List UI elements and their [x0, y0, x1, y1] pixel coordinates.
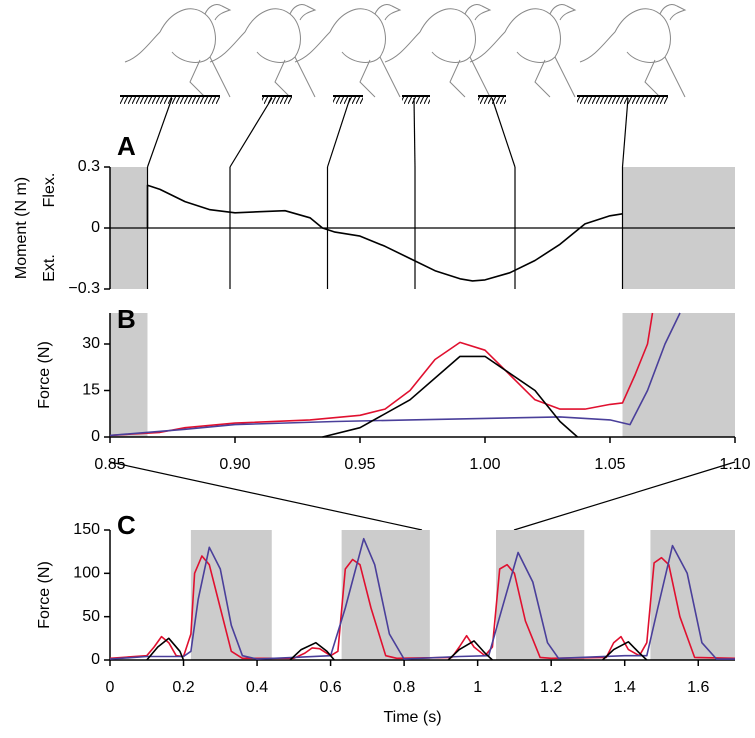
zoom-connector: [109, 461, 423, 531]
data-line: [146, 637, 648, 661]
y-axis-label: Moment (N m): [13, 177, 30, 279]
annotation: Ext.: [41, 254, 58, 282]
y-tick-label: 0: [91, 428, 100, 445]
kangaroo: [294, 4, 401, 98]
data-line: [146, 184, 623, 282]
shaded-region: [110, 313, 148, 437]
y-axis-label: Force (N): [36, 341, 53, 409]
x-axis-label: Time (s): [383, 709, 441, 726]
kangaroo: [469, 4, 576, 98]
y-tick-label: 30: [82, 335, 100, 352]
data-line: [322, 355, 579, 438]
y-tick-label: 100: [73, 565, 100, 582]
y-axis-label: Force (N): [36, 561, 53, 629]
event-connector: [326, 97, 351, 168]
event-connector: [413, 97, 416, 168]
kangaroo: [209, 4, 316, 98]
y-tick-label: 0.3: [78, 158, 100, 175]
panel-letter: A: [117, 131, 136, 161]
x-tick-label: 1.10: [719, 456, 750, 473]
shaded-region: [341, 530, 430, 660]
x-tick-label: 0.85: [94, 456, 125, 473]
ground-hatch: [577, 96, 668, 104]
ground-hatch: [262, 96, 292, 104]
x-tick-label: 1.2: [540, 679, 562, 696]
x-tick-label: 0.90: [219, 456, 250, 473]
x-tick-label: 1.6: [687, 679, 709, 696]
event-connector: [491, 97, 516, 168]
panel-letter: B: [117, 304, 136, 334]
x-tick-label: 0: [106, 679, 115, 696]
x-tick-label: 1: [473, 679, 482, 696]
event-connector: [146, 97, 173, 168]
event-connector: [621, 97, 629, 168]
illustrations: [120, 4, 686, 104]
zoom-connector: [513, 461, 736, 531]
x-tick-label: 1.05: [594, 456, 625, 473]
x-tick-label: 1.00: [469, 456, 500, 473]
shaded-region: [190, 530, 272, 660]
shaded-region: [622, 313, 735, 437]
data-line: [109, 555, 736, 660]
grounds: [120, 95, 668, 104]
x-tick-label: 0.2: [172, 679, 194, 696]
kangaroo: [124, 4, 231, 98]
x-tick-label: 0.4: [246, 679, 268, 696]
y-tick-label: 0: [91, 651, 100, 668]
annotation: Flex.: [41, 173, 58, 208]
ground-hatch: [402, 96, 430, 104]
x-tick-label: 0.6: [319, 679, 341, 696]
shaded-region: [496, 530, 585, 660]
ground-hatch: [333, 96, 363, 104]
ground-hatch: [120, 96, 220, 104]
event-connector: [229, 97, 273, 168]
y-tick-label: −0.3: [68, 280, 100, 297]
x-tick-label: 1.4: [614, 679, 636, 696]
kangaroo: [384, 4, 491, 98]
kangaroo: [579, 4, 686, 98]
x-tick-label: 0.95: [344, 456, 375, 473]
shaded-region: [650, 530, 735, 660]
data-line: [109, 537, 735, 660]
panel-letter: C: [117, 510, 136, 540]
data-line: [109, 312, 654, 437]
x-tick-label: 0.8: [393, 679, 415, 696]
y-tick-label: 0: [91, 219, 100, 236]
y-tick-label: 15: [82, 382, 100, 399]
y-tick-label: 150: [73, 521, 100, 538]
data-line: [109, 312, 681, 437]
y-tick-label: 50: [82, 608, 100, 625]
ground-hatch: [478, 96, 506, 104]
